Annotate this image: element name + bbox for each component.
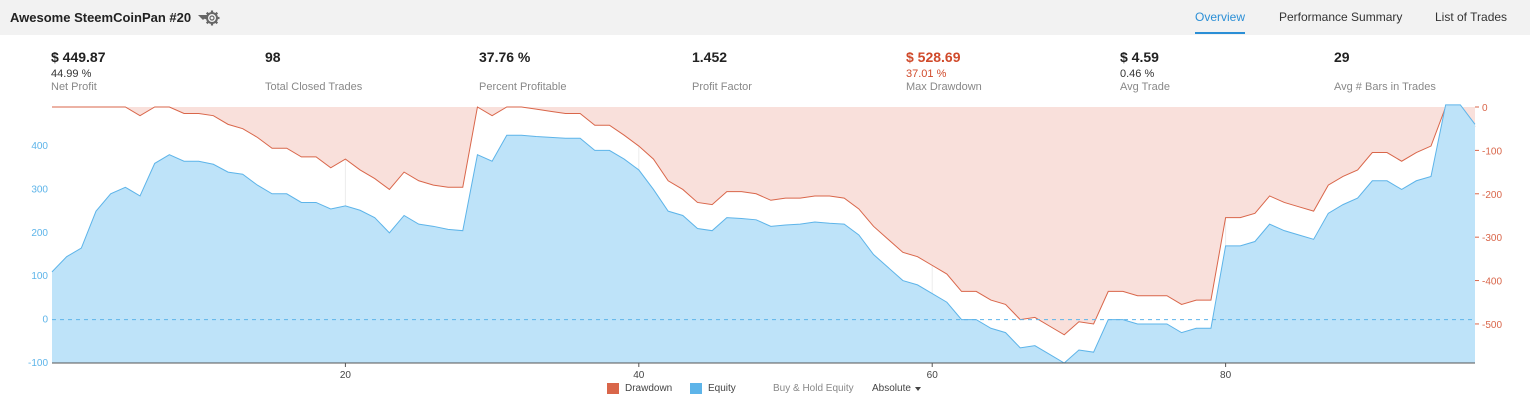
equity-area [52,104,1475,363]
tab-overview[interactable]: Overview [1195,10,1246,24]
metric-value: 1.452 [692,49,728,65]
scale-mode-dropdown[interactable]: Absolute [872,383,921,394]
metric-label: Avg # Bars in Trades [1334,81,1436,93]
right-axis-tick-label: -100 [1482,146,1502,157]
left-axis-tick-label: 200 [31,228,48,239]
metric-avg-bars-in-trades: 29 Avg # Bars in Trades [1334,49,1436,93]
metric-percent [692,68,752,80]
metric-percent: 0.46 % [1120,68,1155,80]
metric-avg-trade: $ 4.59 0.46 % Avg Trade [1120,49,1170,93]
drawdown-line [52,106,1476,336]
metric-percent [1334,68,1436,80]
right-axis-tick-label: -500 [1482,320,1502,331]
chevron-down-icon[interactable] [198,15,209,20]
metric-percent [265,68,362,80]
metric-percent-profitable: 37.76 % Percent Profitable [479,49,566,93]
equity-swatch [690,383,702,394]
strategy-tester-header: Awesome SteemCoinPan #20 Overview Perfor… [0,0,1530,35]
equity-line [51,104,1476,364]
active-tab-indicator [1195,32,1245,34]
metric-percent [479,68,566,80]
metric-value: 29 [1334,49,1350,65]
metric-value: $ 449.87 [51,49,106,65]
metric-label: Max Drawdown [906,81,982,93]
metric-max-drawdown: $ 528.69 37.01 % Max Drawdown [906,49,982,93]
metric-total-closed-trades: 98 Total Closed Trades [265,49,362,93]
left-axis-tick-label: 0 [42,315,48,326]
strategy-name: Awesome SteemCoinPan #20 [10,10,192,25]
metric-label: Percent Profitable [479,81,567,93]
metric-value: $ 4.59 [1120,49,1159,65]
metric-profit-factor: 1.452 Profit Factor [692,49,752,93]
left-axis-tick-label: 400 [31,141,48,152]
strategy-selector[interactable]: Awesome SteemCoinPan #20 [10,10,209,25]
metric-label: Total Closed Trades [265,81,363,93]
metric-label: Net Profit [51,81,97,93]
x-tick-label: 80 [1220,370,1232,380]
metric-percent: 37.01 % [906,68,947,80]
x-tick-label: 20 [340,370,352,380]
right-axis-tick-label: 0 [1482,103,1488,114]
tab-list-of-trades[interactable]: List of Trades [1435,10,1508,24]
legend-label: Equity [708,383,736,394]
chevron-down-icon [914,386,921,391]
left-axis-tick-label: 300 [31,184,48,195]
metric-label: Profit Factor [692,81,752,93]
drawdown-swatch [607,383,619,394]
equity-drawdown-chart[interactable]: 20 40 60 80 400 300 200 100 0 -100 0 -100 -200 -300 -4… [0,100,1530,380]
metric-value: 98 [265,49,281,65]
left-axis-tick-label: 100 [31,271,48,282]
drawdown-area [52,107,1475,335]
right-axis-tick-label: -400 [1482,277,1502,288]
legend-label: Buy & Hold Equity [773,383,854,394]
tab-performance-summary[interactable]: Performance Summary [1279,10,1403,24]
metric-net-profit: $ 449.87 44.99 % Net Profit [51,49,106,93]
gear-icon[interactable] [204,10,220,26]
metric-value: $ 528.69 [906,49,961,65]
metric-percent: 44.99 % [51,68,92,80]
x-tick-label: 40 [633,370,645,380]
metric-value: 37.76 % [479,49,531,65]
legend-buy-hold-equity[interactable]: Buy & Hold Equity [773,383,854,394]
legend-label: Drawdown [625,383,673,394]
left-axis-tick-label: -100 [28,358,48,369]
legend-drawdown[interactable]: Drawdown [607,383,672,394]
right-axis-tick-label: -300 [1482,233,1502,244]
scale-mode-label: Absolute [872,383,911,394]
legend-equity[interactable]: Equity [690,383,736,394]
metric-label: Avg Trade [1120,81,1170,93]
right-axis-tick-label: -200 [1482,190,1502,201]
x-tick-label: 60 [927,370,939,380]
